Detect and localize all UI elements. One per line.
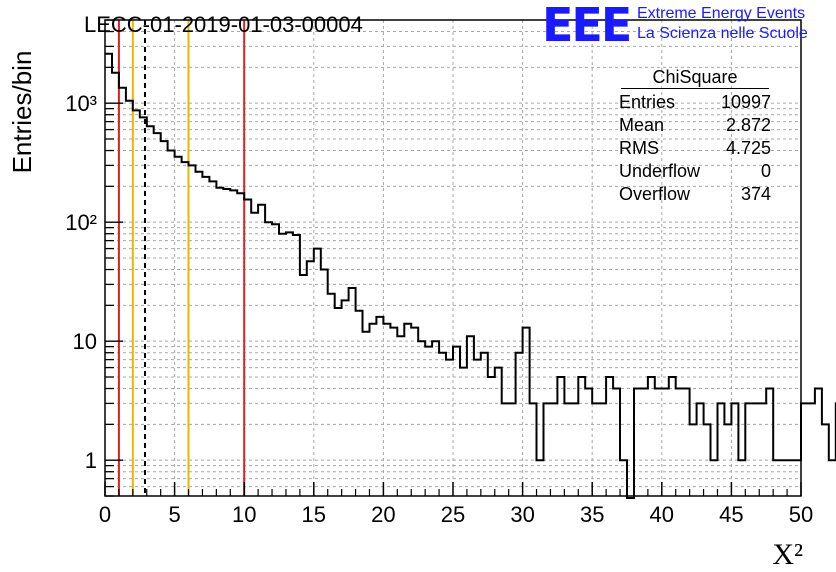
stats-value: 4.725 [725, 138, 771, 158]
eee-logo-text: Extreme Energy Events La Scienza nelle S… [637, 4, 808, 44]
x-tick-label: 15 [302, 502, 326, 527]
eee-logo: EEE [542, 0, 632, 52]
run-title: LECC-01-2019-01-03-00004 [84, 12, 363, 37]
stats-row-overflow: Overflow 374 [611, 183, 779, 206]
x-tick-label: 50 [789, 502, 813, 527]
stats-box: ChiSquare Entries 10997 Mean 2.872 RMS 4… [611, 67, 779, 206]
x-tick-label: 10 [232, 502, 256, 527]
x-tick-label: 45 [719, 502, 743, 527]
y-axis-title: Entries/bin [7, 51, 37, 174]
x-tick-label: 25 [441, 502, 465, 527]
stats-row-underflow: Underflow 0 [611, 160, 779, 183]
x-tick-label: 0 [99, 502, 111, 527]
stats-title: ChiSquare [621, 67, 769, 89]
stats-label: Overflow [619, 184, 691, 204]
stats-label: Entries [619, 92, 676, 112]
x-tick-label: 30 [510, 502, 534, 527]
x-tick-label: 20 [371, 502, 395, 527]
logo-line-1: Extreme Energy Events [637, 5, 806, 22]
stats-label: Underflow [619, 161, 701, 181]
y-axis-tick-labels: 1 10 10² 10³ [65, 91, 97, 473]
x-axis-title: X² [772, 538, 803, 571]
reference-lines [117, 20, 246, 496]
x-tick-label: 5 [168, 502, 180, 527]
stats-value: 374 [740, 184, 771, 204]
stats-label: Mean [619, 115, 665, 135]
logo-line-2: La Scienza nelle Scuole [637, 25, 808, 42]
stats-row-mean: Mean 2.872 [611, 114, 779, 137]
y-tick-label: 1 [85, 448, 97, 473]
x-axis-tick-labels: 0 5 10 15 20 25 30 35 40 45 50 [99, 502, 813, 527]
histogram-series [105, 52, 836, 499]
stats-label: RMS [619, 138, 659, 158]
stats-row-rms: RMS 4.725 [611, 137, 779, 160]
stats-value: 2.872 [725, 115, 771, 135]
stats-value: 0 [760, 161, 771, 181]
x-tick-label: 35 [580, 502, 604, 527]
y-axis-ticks [105, 19, 123, 497]
y-tick-label: 10² [65, 210, 97, 235]
stats-row-entries: Entries 10997 [611, 91, 779, 114]
y-tick-label: 10 [73, 329, 97, 354]
stats-value: 10997 [720, 92, 771, 112]
x-axis-ticks [104, 482, 802, 496]
x-tick-label: 40 [650, 502, 674, 527]
y-tick-label: 10³ [65, 91, 97, 116]
